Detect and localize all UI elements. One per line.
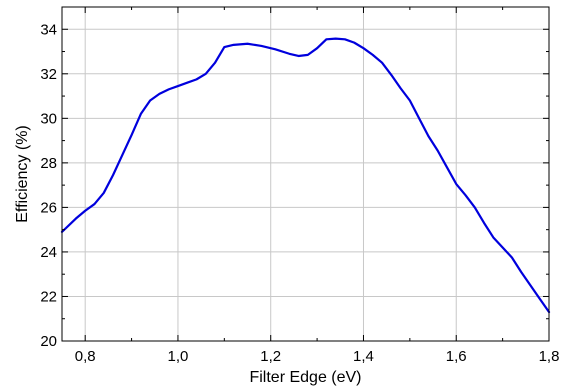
series-line-1 (60, 37, 551, 314)
y-tick-label: 32 (40, 66, 57, 83)
grid-layer (62, 7, 550, 342)
tick-label-layer: 0,8 1,0 1,2 1,4 1,6 1,8 20 22 24 26 28 30 32 34 (40, 21, 559, 365)
series-layer (60, 37, 551, 314)
plot-frame (61, 6, 550, 342)
x-tick-label: 1,8 (539, 348, 560, 365)
x-tick-label: 1,4 (353, 348, 374, 365)
x-tick-label: 0,8 (75, 348, 96, 365)
x-tick-label: 1,0 (168, 348, 189, 365)
tick-layer (62, 6, 550, 342)
x-tick-label: 1,2 (260, 348, 281, 365)
x-axis-title: Filter Edge (eV) (249, 369, 361, 386)
y-tick-label: 24 (40, 244, 57, 261)
y-tick-label: 28 (40, 155, 57, 172)
y-tick-label: 30 (40, 110, 57, 127)
y-tick-label: 34 (40, 21, 57, 38)
y-tick-label: 26 (40, 199, 57, 216)
y-axis-title: Efficiency (%) (14, 125, 31, 223)
y-tick-label: 22 (40, 288, 57, 305)
y-tick-label: 20 (40, 333, 57, 350)
x-tick-label: 1,6 (446, 348, 467, 365)
